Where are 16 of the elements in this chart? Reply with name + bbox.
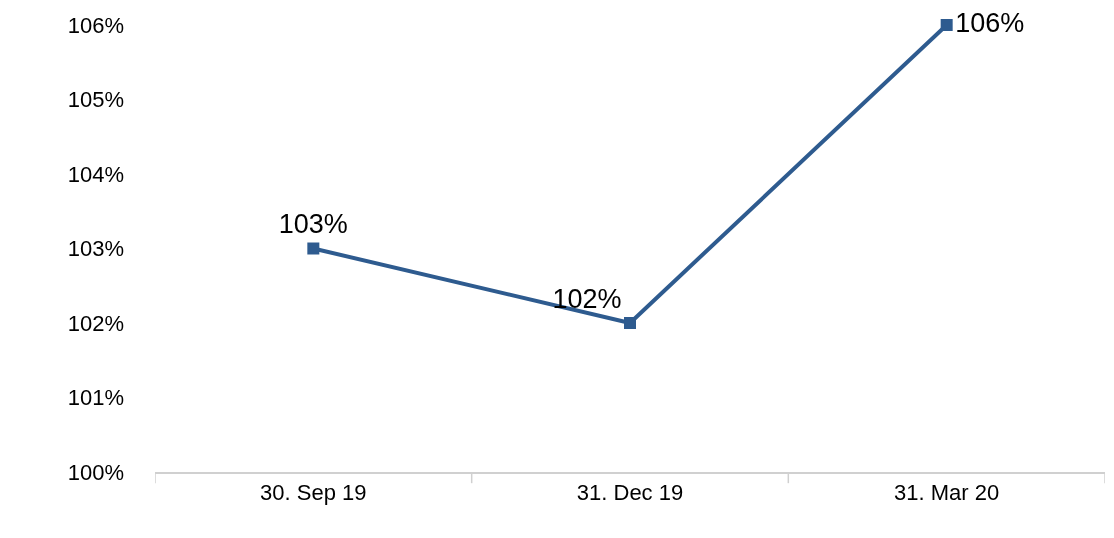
y-tick-label: 102%: [67, 310, 124, 336]
y-tick-label: 100%: [67, 459, 124, 485]
y-tick-label: 105%: [67, 87, 124, 113]
point: [624, 317, 636, 329]
data-label: 106%: [955, 7, 1025, 38]
point: [307, 242, 320, 255]
y-tick-label: 106%: [67, 12, 124, 38]
data-label: 102%: [552, 283, 622, 314]
data-label: 103%: [278, 209, 348, 240]
point: [940, 19, 953, 31]
x-tick-label: 31. Dec 19: [576, 480, 684, 506]
x-tick-label: 31. Mar 20: [894, 480, 1000, 506]
y-tick-label: 101%: [67, 385, 124, 411]
y-tick-label: 104%: [67, 161, 124, 187]
y-tick-label: 103%: [67, 236, 124, 262]
x-tick-label: 30. Sep 19: [260, 480, 367, 506]
